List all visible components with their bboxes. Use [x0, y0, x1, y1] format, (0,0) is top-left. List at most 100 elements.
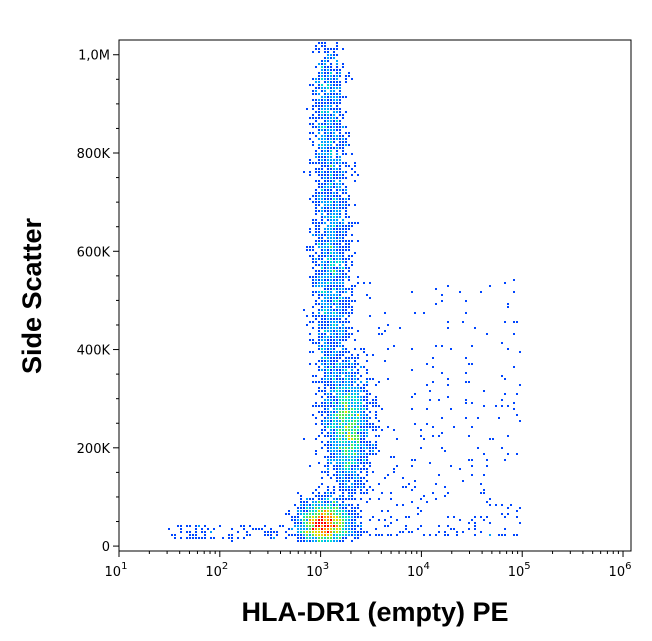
data-point [333, 273, 335, 275]
data-point [333, 282, 335, 284]
data-point [321, 336, 323, 338]
data-point [345, 198, 347, 200]
data-point [366, 447, 368, 449]
data-point [303, 309, 305, 311]
data-point [351, 381, 353, 383]
data-point [321, 45, 323, 47]
data-point [327, 375, 329, 377]
data-point [312, 306, 314, 308]
data-point [351, 417, 353, 419]
data-point [357, 516, 359, 518]
data-point [288, 513, 290, 515]
data-point [339, 297, 341, 299]
data-point [357, 441, 359, 443]
data-point [327, 153, 329, 155]
data-point [321, 168, 323, 170]
data-point [342, 96, 344, 98]
data-point [306, 504, 308, 506]
data-point [348, 399, 350, 401]
data-point [345, 273, 347, 275]
data-point [333, 135, 335, 137]
data-point [303, 528, 305, 530]
data-point [330, 327, 332, 329]
data-point [471, 402, 473, 404]
data-point [339, 450, 341, 452]
data-point [318, 102, 320, 104]
data-point [450, 528, 452, 530]
data-point [360, 447, 362, 449]
data-point [333, 429, 335, 431]
data-point [324, 405, 326, 407]
data-point [315, 285, 317, 287]
data-point [327, 252, 329, 254]
data-point [342, 162, 344, 164]
data-point [318, 93, 320, 95]
data-point [333, 288, 335, 290]
data-point [468, 381, 470, 383]
data-point [336, 345, 338, 347]
data-point [357, 432, 359, 434]
data-point [312, 201, 314, 203]
data-point [330, 177, 332, 179]
y-tick-label: 400K [77, 344, 111, 359]
data-point [270, 528, 272, 530]
data-point [378, 381, 380, 383]
data-point [357, 483, 359, 485]
data-point [336, 48, 338, 50]
data-point [318, 75, 320, 77]
data-point [336, 477, 338, 479]
data-point [327, 285, 329, 287]
data-point [330, 219, 332, 221]
data-point [324, 231, 326, 233]
data-point [327, 384, 329, 386]
data-point [315, 450, 317, 452]
data-point [447, 285, 449, 287]
data-point [348, 453, 350, 455]
data-point [324, 360, 326, 362]
data-point [324, 141, 326, 143]
data-point [312, 525, 314, 527]
data-point [342, 390, 344, 392]
data-point [342, 234, 344, 236]
data-point [321, 309, 323, 311]
data-point [324, 393, 326, 395]
data-point [312, 126, 314, 128]
data-point [429, 390, 431, 392]
data-point [441, 432, 443, 434]
data-point [411, 489, 413, 491]
data-point [333, 513, 335, 515]
data-point [327, 399, 329, 401]
data-point [312, 249, 314, 251]
data-point [333, 396, 335, 398]
data-point [345, 111, 347, 113]
data-point [333, 219, 335, 221]
data-point [483, 474, 485, 476]
data-point [333, 432, 335, 434]
data-point [315, 180, 317, 182]
data-point [369, 297, 371, 299]
data-point [456, 531, 458, 533]
data-point [426, 501, 428, 503]
data-point [354, 483, 356, 485]
data-point [357, 423, 359, 425]
data-point [354, 534, 356, 536]
data-point [333, 108, 335, 110]
data-point [339, 396, 341, 398]
data-point [351, 489, 353, 491]
x-tick-label: 105 [508, 561, 531, 580]
data-point [513, 534, 515, 536]
data-point [360, 381, 362, 383]
data-point [366, 417, 368, 419]
data-point [330, 420, 332, 422]
data-point [381, 492, 383, 494]
data-point [519, 384, 521, 386]
data-point [318, 132, 320, 134]
data-point [318, 81, 320, 83]
data-point [324, 504, 326, 506]
data-point [354, 492, 356, 494]
data-point [309, 171, 311, 173]
data-point [309, 537, 311, 539]
data-point [309, 132, 311, 134]
data-point [312, 255, 314, 257]
data-point [357, 450, 359, 452]
